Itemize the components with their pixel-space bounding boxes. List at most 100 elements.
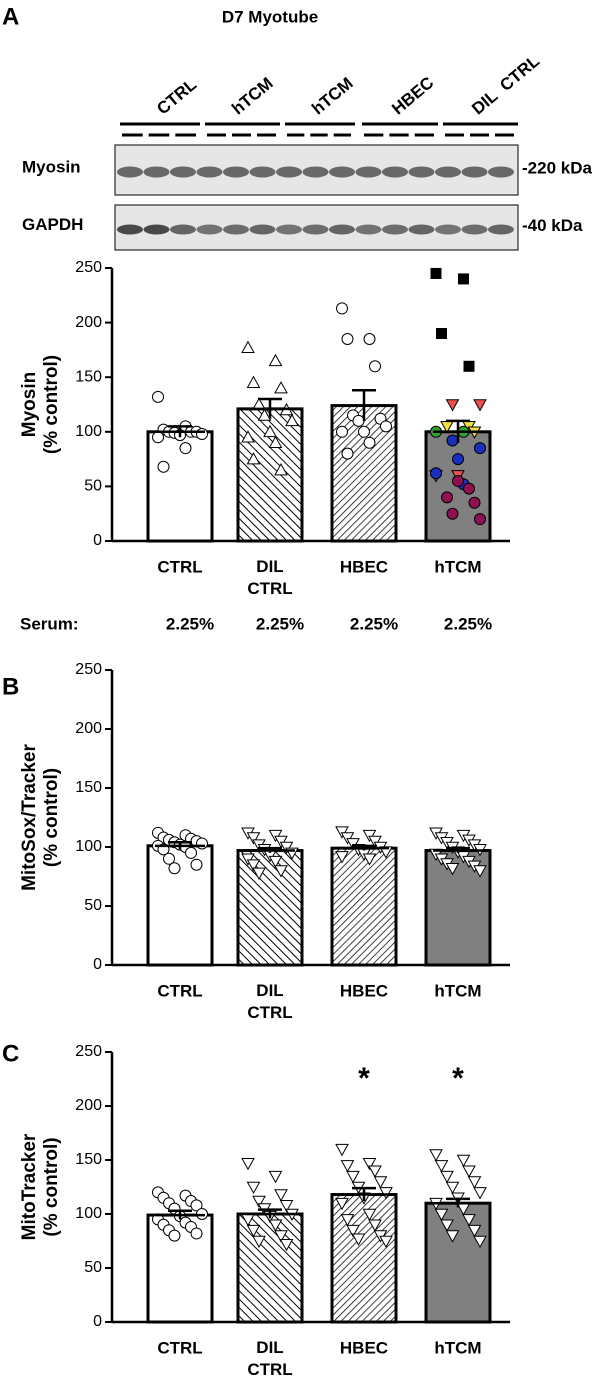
lane-label: HBEC [388, 73, 437, 119]
data-point [474, 513, 486, 526]
bar [236, 849, 304, 967]
data-point [196, 837, 208, 850]
y-tick-label: 100 [75, 838, 102, 855]
blot-band [196, 224, 223, 235]
x-tick-label: hTCM [434, 981, 481, 1000]
data-point [279, 1200, 294, 1213]
data-point [473, 1187, 487, 1200]
data-point [368, 1219, 382, 1232]
error-bar [245, 1208, 295, 1219]
blot-band [435, 224, 461, 235]
data-point [274, 381, 288, 394]
data-point [252, 867, 266, 880]
data-point [168, 1229, 181, 1242]
data-point [473, 399, 487, 412]
x-tick-label: DIL CTRL [247, 1338, 292, 1379]
blot-band [249, 166, 276, 178]
x-tick-label: DIL CTRL [247, 981, 292, 1022]
data-point [436, 328, 447, 340]
data-point [346, 1170, 360, 1184]
data-point [252, 1195, 266, 1209]
blot-band [435, 166, 461, 178]
blot-band [302, 166, 329, 178]
blot-size-label: -220 kDa [522, 158, 592, 177]
blot-band [276, 224, 302, 235]
blot-band [355, 224, 382, 235]
data-point [445, 862, 460, 876]
data-point [263, 424, 277, 438]
error-bar [433, 1197, 483, 1208]
data-point [185, 846, 197, 859]
serum-value: 2.25% [256, 614, 304, 633]
blot-band [461, 166, 488, 178]
data-point [190, 1199, 203, 1212]
x-tick-label: CTRL [157, 1338, 202, 1357]
error-bar [339, 844, 389, 851]
blot-band [408, 166, 435, 178]
error-bar [433, 419, 483, 443]
data-point [152, 431, 164, 444]
data-point [458, 273, 469, 285]
blot-band [488, 166, 514, 178]
x-tick-label: HBEC [340, 1338, 388, 1357]
lane-label: hTCM [228, 74, 276, 119]
blot-band [302, 224, 329, 235]
data-point [268, 855, 283, 869]
serum-value: 2.25% [350, 614, 398, 633]
data-point [351, 1233, 366, 1246]
data-point [340, 1160, 355, 1173]
data-point [246, 452, 261, 465]
y-tick-label: 0 [93, 532, 102, 549]
data-point [434, 1208, 449, 1222]
lane-label: CTRL [153, 75, 200, 119]
error-bar [245, 846, 295, 853]
y-axis-label: MitoSox/Tracker [19, 744, 40, 891]
panel-label: B [2, 673, 19, 700]
blot-row-label: Myosin [22, 157, 81, 176]
data-point [241, 340, 255, 354]
blot-band [223, 166, 249, 178]
data-point [268, 1170, 283, 1184]
data-point [362, 1157, 377, 1171]
panel-label: A [2, 3, 19, 30]
data-point [362, 853, 377, 866]
blot-band [329, 224, 355, 235]
error-bar [155, 1209, 205, 1220]
data-point [163, 852, 175, 865]
blot-row-label: GAPDH [22, 215, 83, 234]
data-point [373, 1176, 388, 1189]
data-point [379, 1235, 393, 1249]
x-tick-label: DIL CTRL [247, 557, 292, 598]
x-tick-label: HBEC [340, 557, 388, 576]
data-point [340, 1214, 355, 1227]
y-tick-label: 100 [75, 423, 102, 440]
x-tick-label: hTCM [434, 557, 481, 576]
data-point [452, 474, 464, 487]
blot-band [170, 224, 196, 235]
data-point [157, 460, 170, 473]
blot-band [249, 224, 276, 235]
data-point [179, 442, 192, 455]
data-point [369, 360, 381, 373]
data-point [380, 420, 392, 433]
blot-band [382, 224, 408, 235]
blot-band [461, 224, 488, 235]
data-point [246, 859, 261, 872]
data-point [246, 1224, 261, 1238]
data-point [440, 1170, 454, 1184]
y-tick-label: 50 [84, 1259, 102, 1276]
y-tick-label: 200 [75, 1097, 102, 1114]
data-point [268, 353, 283, 367]
error-bar [339, 389, 389, 421]
data-point [452, 453, 464, 466]
bar [330, 846, 398, 967]
data-point [358, 425, 370, 438]
error-bar [245, 397, 295, 419]
lane-label: hTCM [308, 74, 356, 119]
data-point [285, 413, 299, 427]
data-point [473, 865, 487, 878]
data-point [268, 435, 283, 449]
data-point [346, 1224, 360, 1238]
data-point [445, 1230, 460, 1243]
data-point [441, 491, 453, 504]
